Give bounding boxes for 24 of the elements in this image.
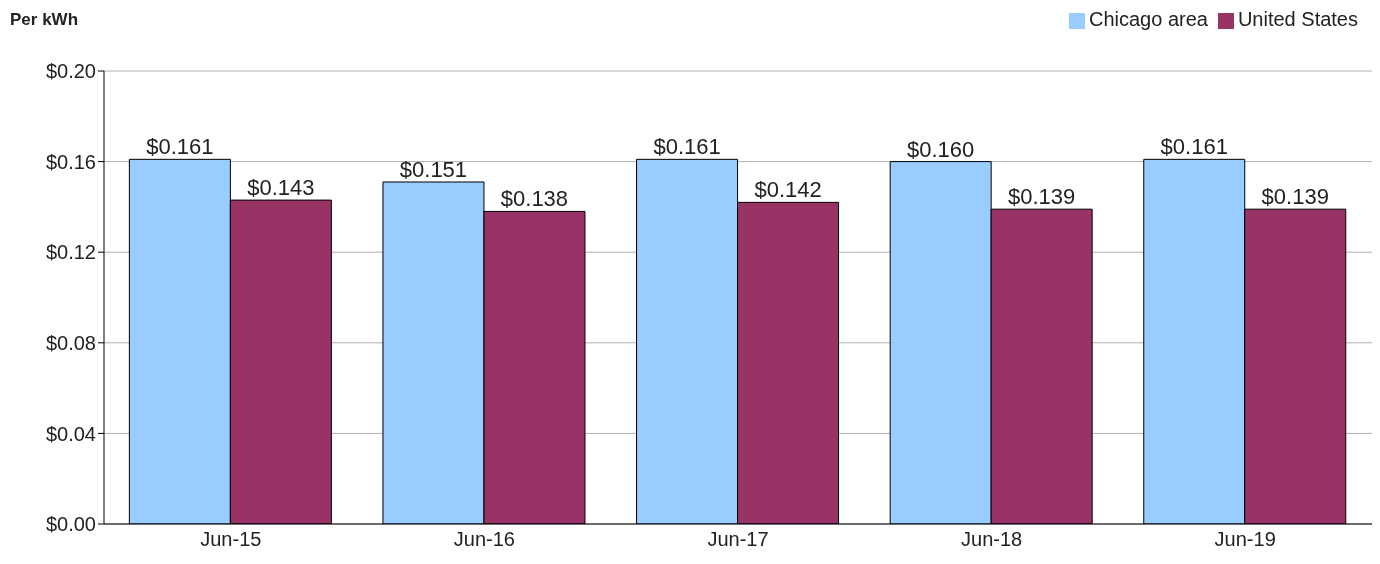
data-label: $0.161: [146, 134, 214, 160]
y-axis-title: Per kWh: [10, 10, 79, 30]
data-label: $0.142: [754, 177, 822, 203]
data-label: $0.151: [399, 156, 468, 182]
data-label: $0.139: [1261, 184, 1329, 210]
data-label: $0.138: [500, 186, 569, 212]
x-tick-label: Jun-19: [1214, 528, 1276, 551]
legend-label: United States: [1237, 8, 1358, 30]
y-tick-label: $0.08: [45, 331, 96, 354]
legend-label: Chicago area: [1088, 8, 1208, 30]
data-label: $0.143: [247, 175, 315, 201]
data-label: $0.139: [1008, 184, 1076, 210]
data-label: $0.161: [653, 134, 721, 160]
data-label: $0.161: [1160, 134, 1228, 160]
x-tick-label: Jun-16: [453, 528, 515, 551]
y-tick-label: $0.12: [45, 241, 96, 264]
data-label: $0.160: [907, 136, 975, 162]
x-tick-label: Jun-18: [961, 528, 1023, 551]
y-tick-label: $0.04: [45, 422, 96, 445]
x-tick-label: Jun-17: [707, 528, 769, 551]
y-tick-label: $0.16: [45, 150, 96, 173]
x-tick-label: Jun-15: [200, 528, 262, 551]
y-tick-label: $0.20: [45, 60, 96, 83]
y-tick-label: $0.00: [45, 513, 96, 536]
